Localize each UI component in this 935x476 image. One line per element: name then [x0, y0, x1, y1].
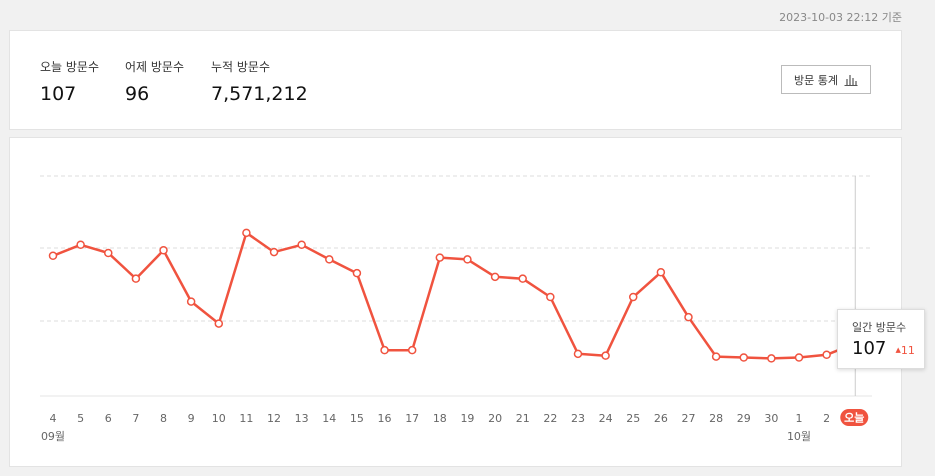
today-badge [840, 409, 869, 426]
x-tick-label: 5 [77, 412, 84, 425]
data-point [767, 354, 776, 363]
tooltip-value: 107 [852, 338, 887, 359]
data-point [297, 240, 306, 249]
x-tick-label: 13 [295, 412, 309, 425]
x-tick-label: 4 [50, 412, 57, 425]
data-point [407, 345, 417, 355]
today-visits-value: 107 [40, 83, 77, 105]
x-tick-label: 8 [160, 412, 167, 425]
data-point [186, 297, 196, 306]
yesterday-visits-value: 96 [125, 83, 150, 105]
data-point [463, 255, 472, 264]
x-tick-label: 26 [654, 412, 668, 425]
data-point [794, 353, 804, 362]
x-tick-label: 9 [188, 412, 195, 425]
x-tick-label: 11 [239, 412, 253, 425]
x-tick-label: 30 [764, 412, 778, 425]
x-tick-label: 10 [212, 412, 226, 425]
data-point [214, 319, 224, 328]
x-tick-label: 22 [543, 412, 557, 425]
daily-visits-chart-card: 4 5 6 7 8 9 10 11 12 13 14 15 16 17 18 19 20 21 22 23 24 25 26… [9, 137, 902, 467]
data-point [76, 240, 85, 249]
data-point [601, 351, 610, 360]
x-tick-label: 1 [796, 412, 803, 425]
x-tick-label: 21 [516, 412, 530, 425]
data-point [104, 248, 113, 258]
month-label: 10월 [787, 430, 811, 443]
yesterday-visits: 어제 방문수 96 [125, 58, 184, 105]
data-point [628, 292, 638, 302]
data-point [684, 312, 693, 322]
tooltip-change-value: 11 [900, 344, 915, 357]
x-tick-label: 18 [433, 412, 447, 425]
data-point [131, 274, 141, 283]
daily-visits-tooltip: 일간 방문수 107 ▲11 [837, 309, 925, 369]
data-point [380, 345, 389, 355]
visit-stats-button-label: 방문 통계 [794, 73, 838, 87]
tooltip-label: 일간 방문수 [852, 321, 907, 334]
x-tick-label: 28 [709, 412, 723, 425]
data-point [352, 268, 362, 278]
x-tick-label: 12 [267, 412, 281, 425]
x-tick-label: 29 [737, 412, 751, 425]
data-point [490, 272, 500, 282]
today-visits-label: 오늘 방문수 [40, 60, 100, 74]
total-visits-value: 7,571,212 [211, 83, 308, 105]
data-point [269, 247, 279, 257]
data-point [242, 228, 251, 238]
today-visits: 오늘 방문수 107 [40, 58, 99, 105]
yesterday-visits-label: 어제 방문수 [125, 60, 185, 74]
x-tick-label: 27 [681, 412, 695, 425]
total-visits: 누적 방문수 7,571,212 [211, 58, 308, 105]
timestamp: 2023-10-03 22:12 기준 [779, 11, 902, 24]
data-point [48, 251, 58, 260]
data-point [518, 274, 527, 283]
tooltip-change: ▲11 [895, 344, 914, 357]
x-tick-label: 14 [322, 412, 336, 425]
data-point [711, 352, 721, 361]
data-point [435, 253, 445, 262]
data-point [739, 353, 748, 362]
x-tick-label: 23 [571, 412, 585, 425]
data-point [822, 350, 831, 359]
month-label: 09월 [41, 430, 65, 443]
up-triangle-icon: ▲ [895, 346, 901, 354]
x-tick-label: 6 [105, 412, 112, 425]
x-tick-label: 16 [378, 412, 392, 425]
daily-visits-chart: 4 5 6 7 8 9 10 11 12 13 14 15 16 17 18 19 20 21 22 23 24 25 26… [40, 175, 872, 443]
data-point [325, 255, 334, 264]
x-tick-label: 20 [488, 412, 502, 425]
bar-chart-icon [844, 74, 858, 86]
visit-stats-button[interactable]: 방문 통계 [781, 65, 871, 94]
x-tick-label: 25 [626, 412, 640, 425]
data-point [573, 349, 583, 359]
x-tick-label: 15 [350, 412, 364, 425]
x-tick-label: 17 [405, 412, 419, 425]
visit-stats-card: 오늘 방문수 107 어제 방문수 96 누적 방문수 7,571,212 방문… [9, 30, 902, 130]
total-visits-label: 누적 방문수 [211, 60, 271, 74]
x-tick-label: 24 [599, 412, 613, 425]
series-line [52, 231, 855, 360]
data-point [159, 246, 168, 255]
data-point [656, 268, 666, 277]
x-tick-label: 2 [823, 412, 830, 425]
x-tick-label: 19 [460, 412, 474, 425]
x-tick-label-today: 오늘 [844, 412, 864, 425]
x-tick-label: 7 [132, 412, 139, 425]
data-point [546, 292, 555, 302]
